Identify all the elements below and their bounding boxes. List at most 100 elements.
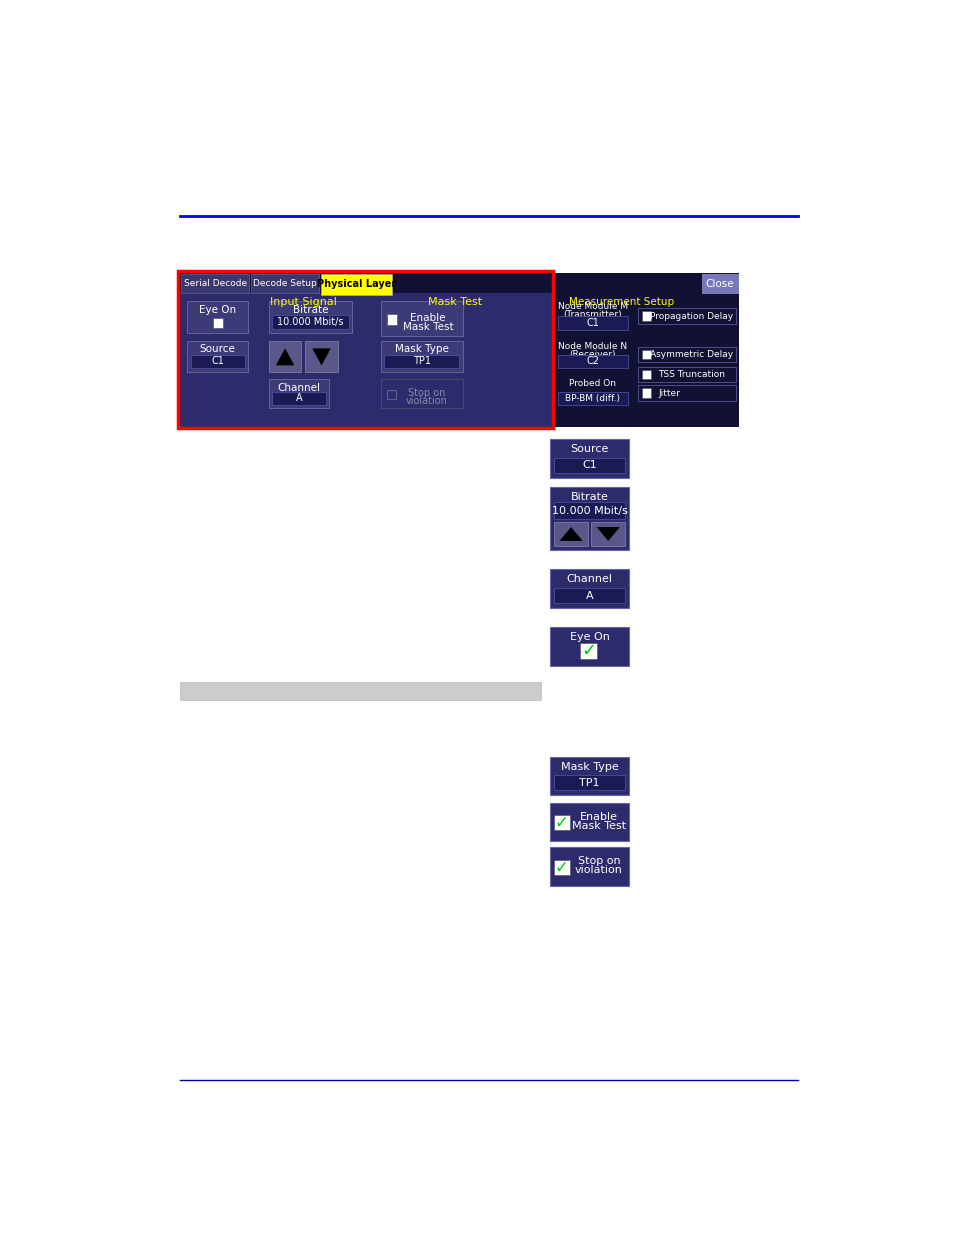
- Bar: [554, 522, 587, 546]
- Text: Node Module M: Node Module M: [558, 303, 627, 311]
- Text: Source: Source: [199, 345, 235, 354]
- Bar: [579, 642, 597, 659]
- Bar: [272, 391, 326, 405]
- Bar: [179, 273, 551, 427]
- Text: 10.000 Mbit/s: 10.000 Mbit/s: [551, 506, 627, 516]
- Text: Bitrate: Bitrate: [293, 305, 328, 315]
- Text: ✓: ✓: [555, 814, 568, 831]
- Text: 10.000 Mbit/s: 10.000 Mbit/s: [276, 317, 343, 327]
- Text: Node Module N: Node Module N: [558, 342, 627, 352]
- Bar: [179, 273, 739, 293]
- Text: violation: violation: [575, 866, 622, 876]
- Bar: [701, 274, 737, 293]
- Text: Channel: Channel: [277, 383, 320, 393]
- Text: violation: violation: [405, 395, 447, 406]
- Text: TP1: TP1: [578, 778, 599, 788]
- Bar: [638, 347, 736, 362]
- Text: Mask Test: Mask Test: [571, 821, 625, 831]
- Bar: [554, 458, 624, 473]
- Bar: [558, 354, 627, 368]
- Bar: [554, 588, 624, 603]
- Bar: [381, 300, 462, 336]
- Bar: [638, 367, 736, 383]
- Text: A: A: [295, 394, 302, 404]
- Bar: [187, 300, 248, 333]
- Text: Serial Decode: Serial Decode: [184, 279, 247, 288]
- Bar: [179, 682, 540, 700]
- Text: Enable: Enable: [579, 811, 618, 821]
- Text: Mask Type: Mask Type: [395, 345, 448, 354]
- Text: ✓: ✓: [555, 858, 568, 877]
- Bar: [550, 627, 629, 666]
- Polygon shape: [312, 348, 331, 366]
- Bar: [181, 274, 249, 293]
- Bar: [550, 569, 629, 608]
- Text: C1: C1: [586, 317, 598, 329]
- Text: Enable: Enable: [410, 312, 445, 322]
- Bar: [638, 385, 736, 401]
- Bar: [550, 847, 629, 885]
- Bar: [386, 314, 397, 325]
- Bar: [269, 300, 352, 333]
- Bar: [178, 272, 553, 429]
- Bar: [320, 274, 392, 294]
- Text: Stop on: Stop on: [408, 388, 445, 398]
- Bar: [269, 379, 329, 409]
- Text: Source: Source: [570, 445, 608, 454]
- Bar: [554, 860, 569, 876]
- Bar: [554, 503, 624, 520]
- Text: Channel: Channel: [566, 574, 612, 584]
- Text: Bitrate: Bitrate: [570, 492, 608, 501]
- Text: Jitter: Jitter: [658, 389, 679, 398]
- Bar: [550, 487, 629, 550]
- Text: C1: C1: [211, 357, 224, 367]
- Bar: [386, 390, 395, 399]
- Bar: [213, 317, 222, 327]
- Text: C2: C2: [586, 357, 598, 367]
- Text: Asymmetric Delay: Asymmetric Delay: [650, 350, 733, 359]
- Bar: [381, 379, 462, 409]
- Bar: [591, 522, 624, 546]
- Text: Close: Close: [705, 279, 734, 289]
- Bar: [381, 341, 462, 372]
- Text: Input Signal: Input Signal: [270, 298, 336, 308]
- Bar: [641, 389, 650, 398]
- Text: Mask Type: Mask Type: [560, 762, 618, 772]
- Bar: [554, 815, 569, 830]
- Polygon shape: [596, 527, 619, 541]
- Bar: [641, 370, 650, 379]
- Text: Stop on: Stop on: [578, 856, 619, 866]
- Bar: [269, 341, 301, 372]
- Bar: [251, 274, 319, 293]
- Bar: [554, 776, 624, 790]
- Text: Physical Layer: Physical Layer: [316, 279, 395, 289]
- Bar: [558, 316, 627, 330]
- Bar: [191, 354, 245, 368]
- Text: Mask Test: Mask Test: [427, 298, 481, 308]
- Text: Eye On: Eye On: [569, 632, 609, 642]
- Bar: [272, 315, 348, 330]
- Bar: [384, 354, 459, 368]
- Text: ✓: ✓: [580, 642, 596, 659]
- Text: Decode Setup: Decode Setup: [253, 279, 316, 288]
- Text: TSS Truncation: TSS Truncation: [658, 370, 724, 379]
- Text: C1: C1: [581, 461, 597, 471]
- Text: Mask Test: Mask Test: [402, 322, 453, 332]
- Text: Measurement Setup: Measurement Setup: [568, 298, 674, 308]
- Text: Probed On: Probed On: [569, 379, 616, 388]
- Text: TP1: TP1: [413, 357, 431, 367]
- Bar: [638, 309, 736, 324]
- Bar: [305, 341, 337, 372]
- Text: (Receiver): (Receiver): [569, 350, 616, 359]
- Text: BP-BM (diff.): BP-BM (diff.): [565, 394, 619, 403]
- Bar: [641, 311, 650, 321]
- Bar: [550, 440, 629, 478]
- Text: Propagation Delay: Propagation Delay: [650, 311, 733, 321]
- Text: (Transmitter): (Transmitter): [563, 310, 621, 319]
- Bar: [641, 350, 650, 359]
- Polygon shape: [558, 527, 582, 541]
- Bar: [187, 341, 248, 372]
- Bar: [550, 757, 629, 795]
- Bar: [551, 273, 739, 427]
- Polygon shape: [275, 348, 294, 366]
